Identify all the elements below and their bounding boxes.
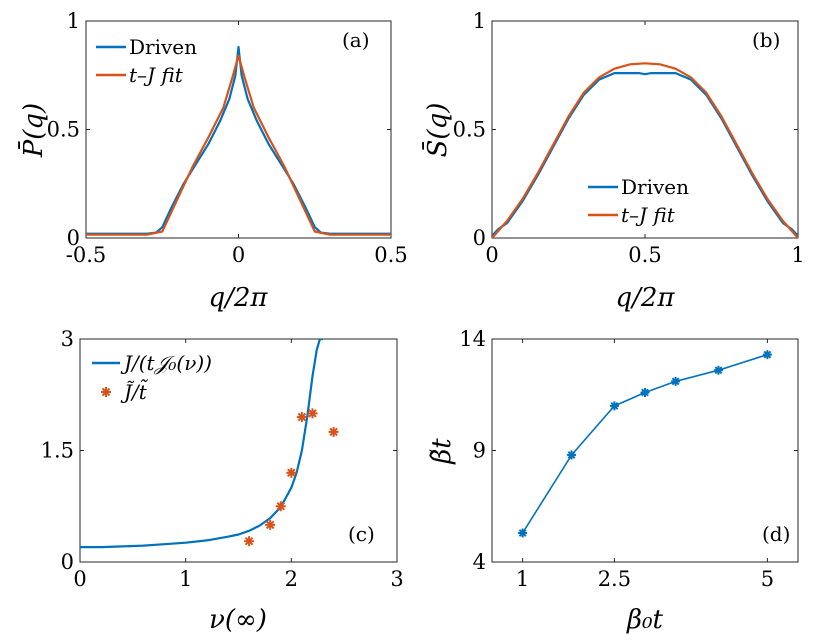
x-tick-label: 0.5 — [628, 243, 661, 267]
panel-b-xlabel: q/2π — [615, 283, 675, 313]
panel-c-legend-label-data: J̃/t̃ — [120, 378, 149, 404]
data-point — [307, 408, 318, 419]
series-driven-line — [86, 45, 391, 235]
data-point — [328, 426, 339, 437]
panel-a-legend: Driven t–J fit — [96, 35, 197, 87]
series-s0-line — [521, 353, 768, 534]
y-tick-label: 1.5 — [41, 439, 74, 463]
series-tjfit-line — [492, 62, 798, 238]
y-tick-label: 0.5 — [453, 118, 486, 142]
data-point — [671, 376, 681, 386]
data-point — [713, 365, 723, 375]
x-tick-label: 0 — [232, 243, 245, 267]
panel-a-plot-area — [86, 45, 391, 236]
panel-a-legend-label-fit: t–J fit — [129, 63, 184, 87]
data-point — [296, 412, 307, 423]
series-driven-line — [492, 71, 798, 237]
panel-d-ylabel: β̃t — [427, 438, 457, 465]
panel-d-tag: (d) — [762, 522, 790, 546]
data-point — [265, 519, 276, 530]
panel-c-legend-label-theory: J/(t𝒥₀(ν)) — [120, 351, 212, 375]
panel-a-xlabel: q/2π — [208, 283, 268, 313]
panel-c-tag: (c) — [348, 522, 375, 546]
y-tick-label: 0 — [61, 550, 74, 574]
x-tick-label: 3 — [390, 567, 403, 591]
y-tick-label: 0 — [67, 226, 80, 250]
panel-b-legend: Driven t–J fit — [588, 175, 689, 227]
y-tick-label: 0 — [473, 226, 486, 250]
y-tick-label: 0.5 — [47, 118, 80, 142]
x-tick-label: 0 — [73, 567, 86, 591]
x-tick-label: 1 — [791, 243, 804, 267]
x-tick-label: 0.5 — [374, 243, 407, 267]
data-point — [567, 450, 577, 460]
data-point — [275, 501, 286, 512]
panel-a-tag: (a) — [342, 28, 370, 52]
panel-c-xlabel: ν(∞) — [209, 605, 267, 635]
series-jt-line — [80, 339, 323, 549]
panel-a-tick-labels: -0.5 0 0.500.51 — [47, 9, 408, 267]
data-point — [286, 467, 297, 478]
legend-asterisk — [101, 387, 111, 397]
x-tick-label: 0 — [485, 243, 498, 267]
x-tick-label: -0.5 — [66, 243, 107, 267]
panel-b: 0 0.5 1 0 0.5 1 (b) q/2π S̄(q) Driven t–J fit — [421, 9, 804, 313]
y-tick-label: 4 — [473, 550, 486, 574]
panel-d-plot-area — [518, 350, 772, 538]
panel-c-legend-marker-data — [101, 387, 111, 397]
panel-c: 0 1 2 3 0 1.5 3 (c) ν(∞) J/(t𝒥₀(ν)) J̃/t̃ — [41, 327, 404, 635]
series-tjfit-line — [86, 54, 391, 236]
data-point — [518, 528, 528, 538]
x-tick-label: 5 — [761, 567, 774, 591]
panel-a-legend-label-driven: Driven — [129, 35, 197, 59]
panel-d-tick-labels: 1 2.5 5 4 9 14 — [459, 327, 774, 591]
x-tick-label: 2.5 — [598, 567, 631, 591]
panel-c-legend: J/(t𝒥₀(ν)) J̃/t̃ — [92, 351, 212, 404]
panel-d: 1 2.5 5 4 9 14 (d) β₀t β̃t — [427, 327, 799, 635]
panel-b-tick-labels: 0 0.5 1 0 0.5 1 — [453, 9, 805, 267]
data-point — [640, 388, 650, 398]
panel-a-ylabel: P̄(q) — [17, 103, 49, 158]
y-tick-label: 1 — [473, 9, 486, 33]
panel-d-ticks — [492, 338, 798, 563]
data-point — [609, 401, 619, 411]
y-tick-label: 14 — [459, 327, 486, 351]
panel-c-plot-area — [80, 339, 339, 549]
panel-d-xlabel: β₀t — [626, 605, 663, 635]
panel-b-legend-label-fit: t–J fit — [621, 203, 676, 227]
y-tick-label: 3 — [61, 327, 74, 351]
panel-b-ylabel: S̄(q) — [421, 103, 453, 158]
panel-b-plot-area — [492, 62, 798, 238]
x-tick-label: 1 — [516, 567, 529, 591]
panel-b-legend-label-driven: Driven — [621, 175, 689, 199]
data-point — [244, 536, 255, 547]
panel-c-ticks — [79, 338, 398, 563]
x-tick-label: 1 — [179, 567, 192, 591]
panel-c-tick-labels: 0 1 2 3 0 1.5 3 — [41, 327, 404, 591]
panel-a: -0.5 0 0.500.51 (a) q/2π P̄(q) Driven t–J … — [17, 9, 407, 313]
y-tick-label: 9 — [473, 439, 486, 463]
panel-b-tag: (b) — [752, 28, 780, 52]
x-tick-label: 2 — [285, 567, 298, 591]
y-tick-label: 1 — [67, 9, 80, 33]
data-point — [762, 350, 772, 360]
panel-d-axes-box — [491, 338, 799, 563]
